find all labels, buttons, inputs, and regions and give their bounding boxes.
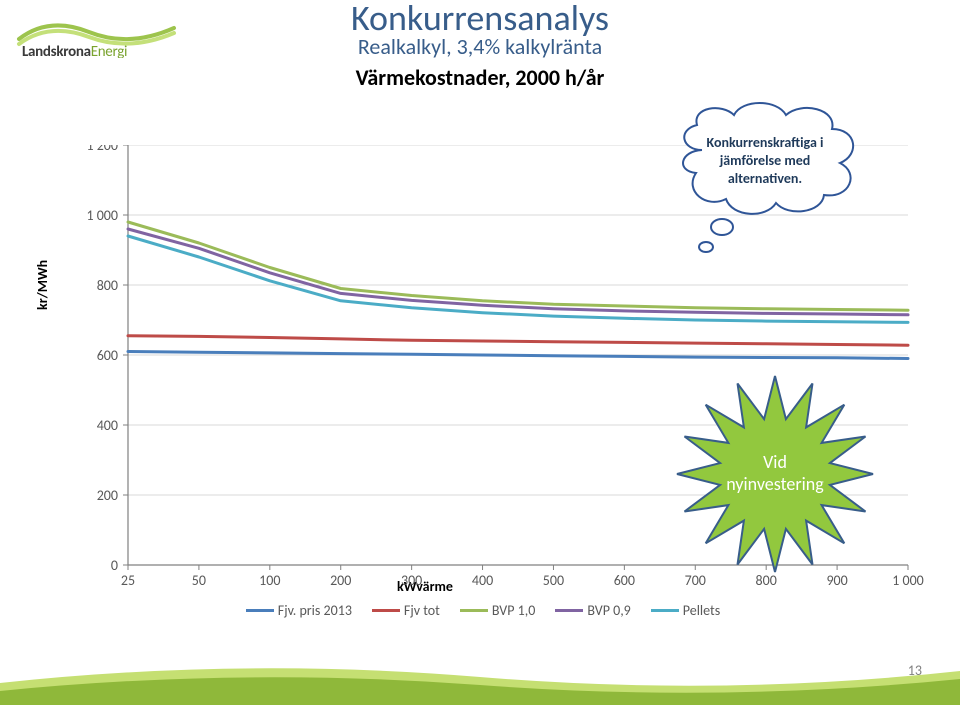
svg-text:400: 400 [97, 417, 118, 434]
legend-label: BVP 1,0 [492, 602, 535, 619]
chart-title: Värmekostnader, 2000 h/år [275, 64, 685, 91]
svg-text:200: 200 [330, 572, 351, 589]
cloud-line-1: Konkurrenskraftiga i [707, 134, 824, 151]
logo-text-a: Landskrona [22, 43, 91, 58]
footer-wave [0, 651, 960, 705]
page-number: 13 [908, 662, 922, 679]
burst-line-2: nyinvestering [726, 473, 824, 495]
svg-text:1 200: 1 200 [86, 145, 118, 154]
legend-label: Fjv. pris 2013 [278, 602, 352, 619]
svg-text:100: 100 [259, 572, 280, 589]
svg-text:600: 600 [614, 572, 635, 589]
legend-swatch [651, 609, 679, 612]
svg-text:500: 500 [543, 572, 564, 589]
svg-text:600: 600 [97, 347, 118, 364]
svg-text:300: 300 [401, 572, 422, 589]
cloud-line-2: jämförelse med [719, 152, 811, 169]
svg-text:1 000: 1 000 [86, 207, 118, 224]
title-sub: Realkalkyl, 3,4% kalkylränta [275, 36, 685, 58]
series-line [128, 336, 908, 345]
legend-label: Pellets [683, 602, 720, 619]
svg-text:800: 800 [97, 277, 118, 294]
legend-swatch [372, 609, 400, 612]
svg-text:400: 400 [472, 572, 493, 589]
svg-text:LandskronaEnergi: LandskronaEnergi [22, 43, 127, 58]
legend-swatch [555, 609, 583, 612]
legend-item: BVP 1,0 [460, 602, 535, 619]
legend-swatch [460, 609, 488, 612]
cloud-line-3: alternativen. [728, 170, 802, 187]
chart-legend: Fjv. pris 2013 Fjv tot BVP 1,0 BVP 0,9 Pelle… [58, 598, 908, 619]
title-main: Konkurrensanalys [275, 0, 685, 36]
legend-item: Fjv. pris 2013 [246, 602, 352, 619]
svg-text:50: 50 [192, 572, 206, 589]
legend-item: Pellets [651, 602, 720, 619]
burst-line-1: Vid [763, 451, 787, 473]
title-block: Konkurrensanalys Realkalkyl, 3,4% kalkyl… [275, 0, 685, 91]
svg-text:0: 0 [111, 557, 118, 574]
starburst-callout: Vid nyinvestering [660, 370, 890, 585]
y-axis-label: kr/MWh [34, 260, 51, 310]
cloud-callout: Konkurrenskraftiga i jämförelse med alte… [662, 95, 872, 280]
legend-item: BVP 0,9 [555, 602, 630, 619]
legend-swatch [246, 609, 274, 612]
legend-item: Fjv tot [372, 602, 440, 619]
svg-text:200: 200 [97, 487, 118, 504]
company-logo: LandskronaEnergi [14, 14, 184, 63]
legend-label: Fjv tot [404, 602, 440, 619]
logo-text-b: Energi [91, 43, 127, 58]
legend-label: BVP 0,9 [587, 602, 630, 619]
svg-text:25: 25 [121, 572, 135, 589]
svg-text:1 000: 1 000 [892, 572, 924, 589]
